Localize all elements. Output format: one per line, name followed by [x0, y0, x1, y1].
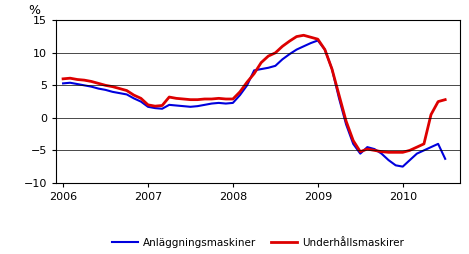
Anläggningsmaskiner	[400, 165, 406, 168]
Underhållsmaskirer	[442, 98, 448, 101]
Underhållsmaskirer	[60, 77, 66, 80]
Underhållsmaskirer	[414, 146, 420, 149]
Underhållsmaskirer	[386, 151, 391, 154]
Anläggningsmaskiner	[435, 142, 441, 145]
Line: Anläggningsmaskiner: Anläggningsmaskiner	[63, 40, 445, 167]
Anläggningsmaskiner	[442, 157, 448, 160]
Anläggningsmaskiner	[60, 82, 66, 85]
Anläggningsmaskiner	[414, 152, 420, 155]
Anläggningsmaskiner	[315, 39, 321, 42]
Underhållsmaskirer	[202, 98, 207, 101]
Anläggningsmaskiner	[103, 88, 108, 91]
Underhållsmaskirer	[103, 84, 108, 87]
Line: Underhållsmaskirer: Underhållsmaskirer	[63, 35, 445, 152]
Anläggningsmaskiner	[202, 103, 207, 106]
Anläggningsmaskiner	[131, 97, 136, 100]
Underhållsmaskirer	[301, 34, 306, 37]
Underhållsmaskirer	[131, 93, 136, 97]
Underhållsmaskirer	[435, 100, 441, 103]
Legend: Anläggningsmaskiner, Underhållsmaskirer: Anläggningsmaskiner, Underhållsmaskirer	[108, 234, 408, 252]
Anläggningsmaskiner	[152, 107, 158, 110]
Text: %: %	[28, 4, 40, 17]
Underhållsmaskirer	[152, 105, 158, 108]
